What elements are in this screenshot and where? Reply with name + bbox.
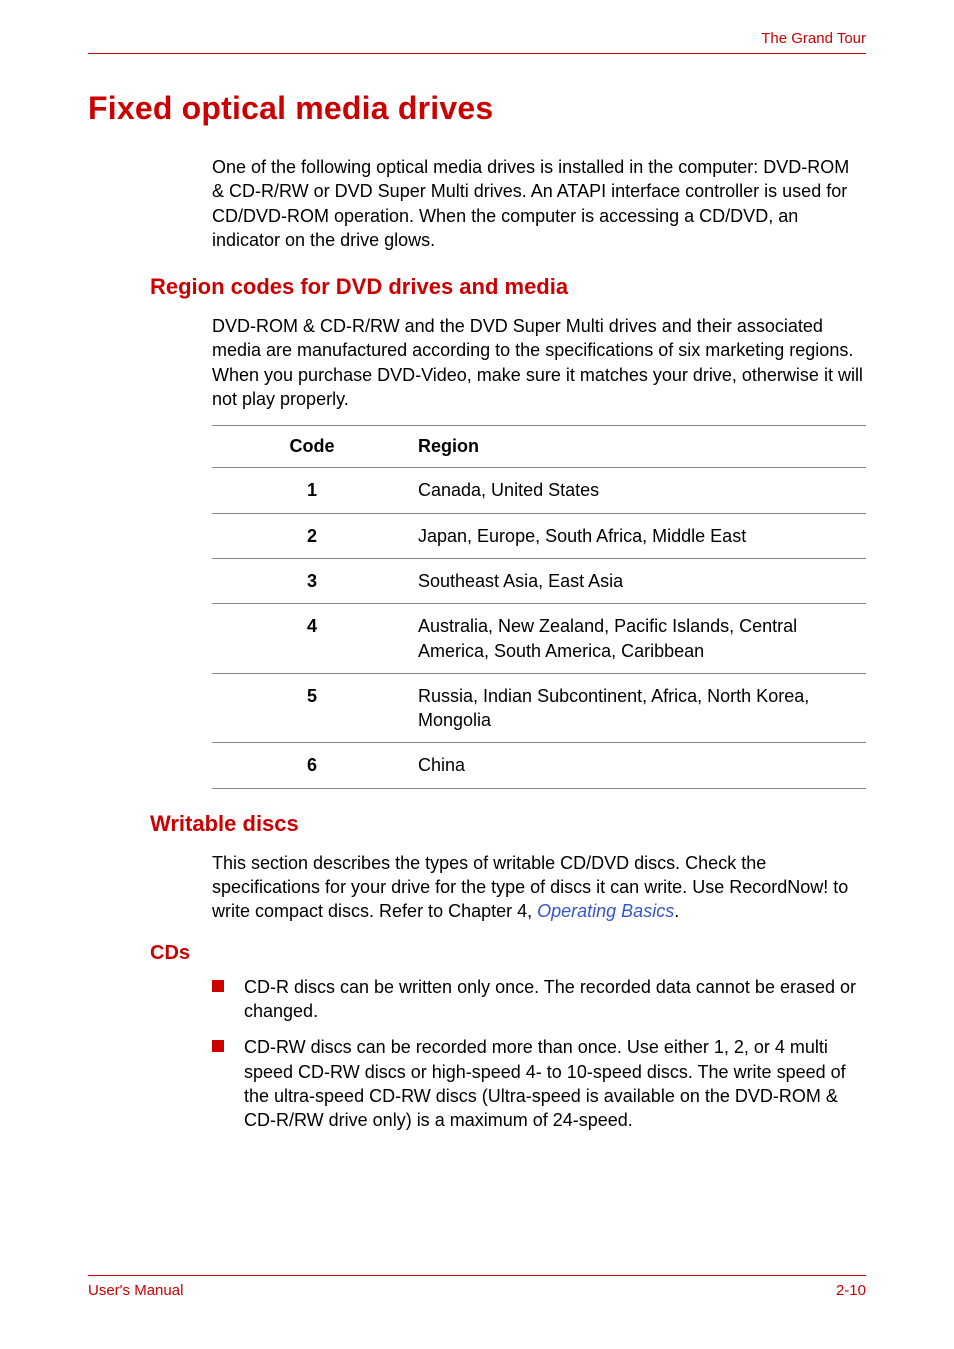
table-row: 2 Japan, Europe, South Africa, Middle Ea… (212, 513, 866, 558)
page-title: Fixed optical media drives (88, 90, 866, 127)
table-row: 3 Southeast Asia, East Asia (212, 558, 866, 603)
region-codes-table: Code Region 1 Canada, United States 2 Ja… (212, 425, 866, 788)
table-cell-region: Canada, United States (412, 468, 866, 513)
writable-paragraph-prefix: This section describes the types of writ… (212, 853, 848, 922)
table-cell-code: 2 (212, 513, 412, 558)
table-cell-code: 6 (212, 743, 412, 788)
page-footer: User's Manual 2-10 (88, 1275, 866, 1299)
table-header-row: Code Region (212, 426, 866, 468)
writable-paragraph-suffix: . (674, 901, 679, 921)
table-cell-code: 5 (212, 673, 412, 743)
header-divider (88, 53, 866, 54)
list-item: CD-R discs can be written only once. The… (212, 975, 866, 1024)
table-header-code: Code (212, 426, 412, 468)
operating-basics-link[interactable]: Operating Basics (537, 901, 674, 921)
table-cell-region: China (412, 743, 866, 788)
table-cell-code: 1 (212, 468, 412, 513)
table-cell-region: Russia, Indian Subcontinent, Africa, Nor… (412, 673, 866, 743)
table-row: 5 Russia, Indian Subcontinent, Africa, N… (212, 673, 866, 743)
intro-paragraph: One of the following optical media drive… (212, 155, 866, 252)
header-chapter-label: The Grand Tour (88, 30, 866, 47)
cds-heading: CDs (150, 942, 866, 965)
list-item: CD-RW discs can be recorded more than on… (212, 1035, 866, 1132)
table-row: 4 Australia, New Zealand, Pacific Island… (212, 604, 866, 674)
table-row: 1 Canada, United States (212, 468, 866, 513)
cds-bullet-list: CD-R discs can be written only once. The… (212, 975, 866, 1133)
footer-left-label: User's Manual (88, 1282, 183, 1299)
footer-divider (88, 1275, 866, 1276)
writable-discs-paragraph: This section describes the types of writ… (212, 851, 866, 924)
region-codes-paragraph: DVD-ROM & CD-R/RW and the DVD Super Mult… (212, 314, 866, 411)
writable-discs-heading: Writable discs (150, 811, 866, 837)
table-cell-code: 4 (212, 604, 412, 674)
region-codes-heading: Region codes for DVD drives and media (150, 274, 866, 300)
table-cell-code: 3 (212, 558, 412, 603)
table-cell-region: Japan, Europe, South Africa, Middle East (412, 513, 866, 558)
footer-page-number: 2-10 (836, 1282, 866, 1299)
table-cell-region: Southeast Asia, East Asia (412, 558, 866, 603)
table-header-region: Region (412, 426, 866, 468)
table-cell-region: Australia, New Zealand, Pacific Islands,… (412, 604, 866, 674)
table-row: 6 China (212, 743, 866, 788)
